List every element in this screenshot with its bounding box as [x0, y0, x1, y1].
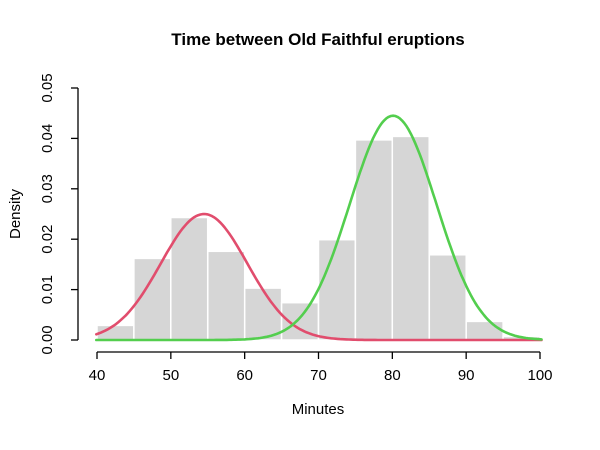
x-tick-label: 40	[89, 367, 106, 384]
histogram-bar	[428, 254, 467, 341]
x-tick-label: 70	[310, 367, 327, 384]
x-tick-label: 90	[458, 367, 475, 384]
density-curves	[95, 114, 543, 342]
chart-title: Time between Old Faithful eruptions	[171, 30, 464, 49]
y-tick-label: 0.00	[39, 325, 56, 354]
histogram-bar	[465, 320, 504, 341]
y-tick-label: 0.03	[39, 174, 56, 203]
histogram-bar	[207, 250, 246, 341]
x-tick-label: 100	[527, 367, 552, 384]
x-tick-label: 80	[384, 367, 401, 384]
density-curve-component-1	[95, 212, 543, 342]
histogram-bar	[170, 216, 209, 341]
histogram-bars	[96, 135, 541, 341]
x-tick-label: 60	[236, 367, 253, 384]
histogram-bar	[317, 238, 357, 341]
y-axis: 0.00 0.01 0.02 0.03 0.04 0.05	[39, 73, 79, 355]
density-curve-component-2	[95, 114, 543, 342]
x-axis-title: Minutes	[292, 401, 345, 418]
y-tick-label: 0.02	[39, 225, 56, 254]
y-tick-label: 0.01	[39, 275, 56, 304]
x-axis: 40 50 60 70 80 90 100	[89, 351, 553, 384]
histogram-bar	[243, 287, 283, 341]
x-tick-label: 50	[162, 367, 179, 384]
y-tick-label: 0.05	[39, 73, 56, 102]
y-tick-label: 0.04	[39, 124, 56, 153]
y-axis-title: Density	[7, 188, 24, 239]
